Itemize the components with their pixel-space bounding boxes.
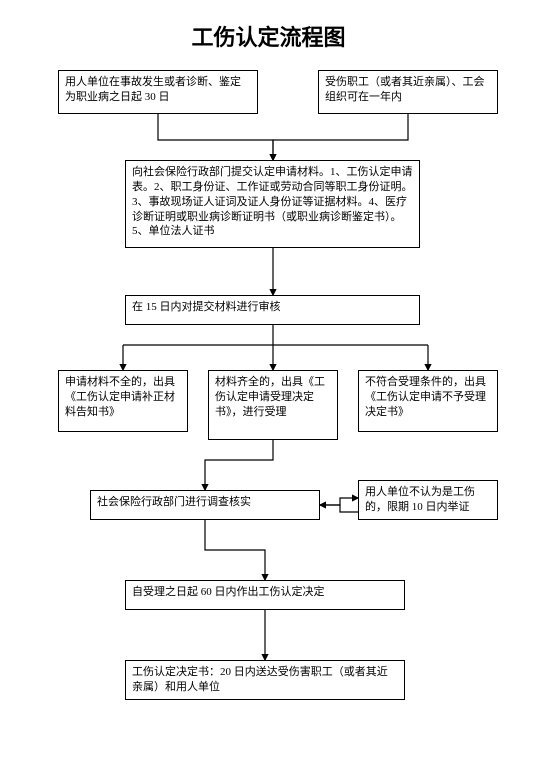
edge-n6 [205,440,273,490]
node-n11: 工伤认定决定书：20 日内送达受伤害职工（或者其近亲属）和用人单位 [125,660,405,700]
node-n8: 社会保险行政部门进行调查核实 [90,490,320,520]
node-n3: 向社会保险行政部门提交认定申请材料。1、工伤认定申请表。2、职工身份证、工作证或… [125,160,420,248]
edge-n2 [273,114,408,160]
node-n10: 自受理之日起 60 日内作出工伤认定决定 [125,580,405,610]
node-n2: 受伤职工（或者其近亲属）、工会组织可在一年内 [318,70,498,114]
node-n1: 用人单位在事故发生或者诊断、鉴定为职业病之日起 30 日 [58,70,258,114]
node-n4: 在 15 日内对提交材料进行审核 [125,295,420,325]
node-n5: 申请材料不全的，出具《工伤认定申请补正材料告知书》 [58,370,188,432]
edge-n8r [320,498,358,505]
edge-n1 [158,114,273,160]
node-n9: 用人单位不认为是工伤的，限期 10 日内举证 [358,480,498,520]
edge-n8 [205,520,265,580]
edge-n9b [320,505,358,512]
flowchart-canvas: 工伤认定流程图 用人单位在事故发生或者诊断、鉴定为职业病之日起 30 日受伤职工… [0,0,537,765]
node-n6: 材料齐全的，出具《工伤认定申请受理决定书》，进行受理 [208,370,338,440]
node-n7: 不符合受理条件的，出具《工伤认定申请不予受理决定书》 [358,370,498,432]
